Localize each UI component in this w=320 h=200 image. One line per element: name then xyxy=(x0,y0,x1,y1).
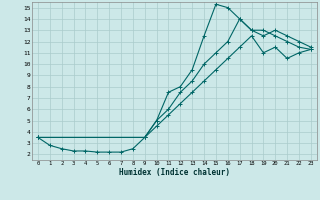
X-axis label: Humidex (Indice chaleur): Humidex (Indice chaleur) xyxy=(119,168,230,177)
